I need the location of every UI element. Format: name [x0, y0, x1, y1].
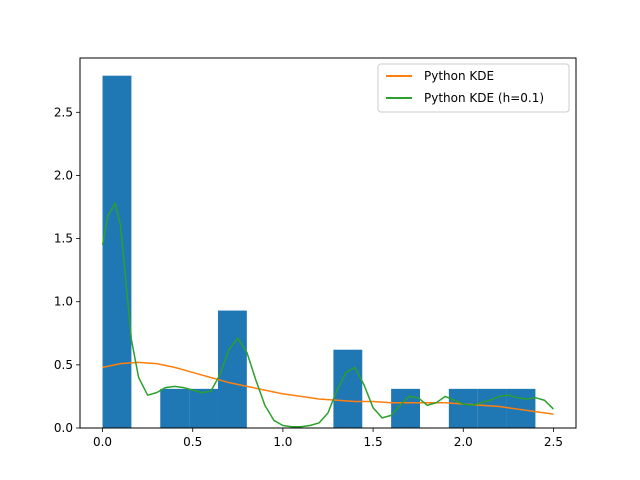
y-axis: 0.0 0.5 1.0 1.5 2.0 2.5 [54, 105, 80, 435]
plot-frame [79, 57, 577, 429]
series-line-python-kde [102, 361, 554, 415]
histogram-bar [189, 388, 218, 428]
kde-lines [101, 202, 554, 428]
histogram-bar [102, 75, 132, 428]
x-tick-label: 2.5 [544, 435, 563, 449]
y-tick-label: 0.5 [54, 358, 73, 372]
x-tick-label: 0.0 [93, 435, 112, 449]
histogram-bar [160, 388, 190, 428]
y-tick-label: 0.0 [54, 421, 73, 435]
x-tick-label: 1.0 [273, 435, 292, 449]
legend-label-python-kde: Python KDE [424, 69, 494, 83]
x-axis: 0.0 0.5 1.0 1.5 2.0 2.5 [93, 428, 563, 449]
series-line-python-kde-h01 [101, 202, 554, 428]
y-tick-label: 1.5 [54, 232, 73, 246]
x-tick-label: 2.0 [454, 435, 473, 449]
histogram-bars [102, 75, 536, 428]
histogram-bar [391, 388, 420, 428]
histogram-bar [448, 388, 478, 428]
x-tick-label: 0.5 [183, 435, 202, 449]
legend: Python KDE Python KDE (h=0.1) [377, 63, 570, 113]
legend-box [377, 63, 570, 113]
legend-label-python-kde-h01: Python KDE (h=0.1) [424, 91, 544, 105]
y-tick-label: 2.0 [54, 168, 73, 182]
x-tick-label: 1.5 [364, 435, 383, 449]
y-tick-label: 2.5 [54, 105, 73, 119]
histogram-bar [217, 310, 247, 428]
histogram-bar [477, 388, 507, 428]
y-tick-label: 1.0 [54, 295, 73, 309]
